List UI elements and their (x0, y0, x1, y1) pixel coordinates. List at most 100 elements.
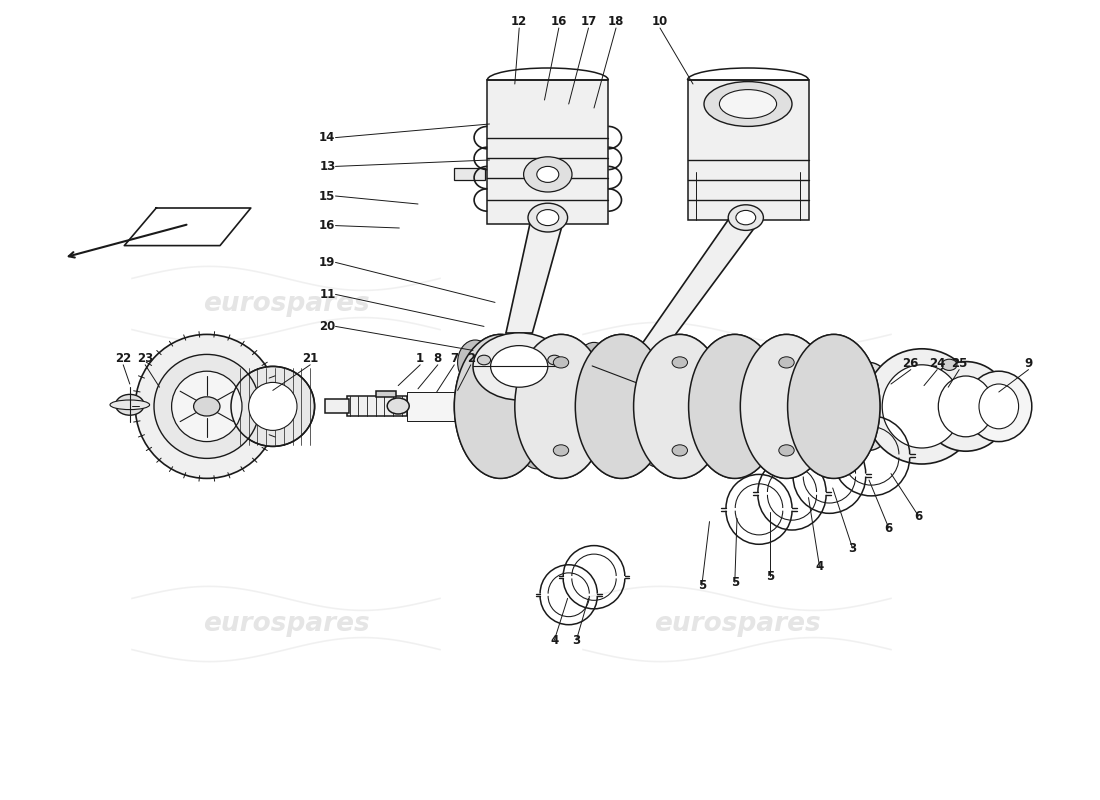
Text: eurospares: eurospares (653, 347, 821, 373)
Circle shape (116, 394, 144, 415)
Ellipse shape (882, 365, 961, 448)
Circle shape (528, 203, 568, 232)
Circle shape (587, 350, 671, 410)
Circle shape (736, 210, 756, 225)
Ellipse shape (110, 400, 150, 410)
Polygon shape (506, 218, 564, 333)
Ellipse shape (689, 334, 781, 478)
Ellipse shape (704, 82, 792, 126)
Text: 12: 12 (512, 15, 527, 28)
Text: 14: 14 (319, 131, 336, 144)
Circle shape (553, 357, 569, 368)
Circle shape (491, 346, 548, 387)
Ellipse shape (570, 368, 614, 445)
Ellipse shape (458, 340, 493, 385)
Text: 22: 22 (116, 352, 131, 365)
Ellipse shape (634, 334, 726, 478)
Text: 10: 10 (652, 15, 668, 28)
Ellipse shape (979, 384, 1019, 429)
Ellipse shape (154, 354, 260, 458)
Text: 19: 19 (319, 256, 336, 269)
Polygon shape (619, 213, 759, 384)
Text: 2: 2 (466, 352, 475, 365)
Circle shape (387, 398, 409, 414)
Ellipse shape (788, 334, 880, 478)
Ellipse shape (788, 368, 832, 445)
Ellipse shape (515, 334, 607, 478)
Text: 17: 17 (581, 15, 596, 28)
Bar (454, 168, 485, 180)
Ellipse shape (740, 334, 833, 478)
Text: eurospares: eurospares (202, 291, 370, 317)
Circle shape (779, 445, 794, 456)
Text: 26: 26 (903, 357, 918, 370)
Circle shape (548, 355, 561, 365)
Circle shape (473, 333, 565, 400)
Bar (407, 392, 869, 421)
Ellipse shape (922, 362, 1010, 451)
Ellipse shape (938, 376, 993, 437)
Circle shape (537, 210, 559, 226)
Text: 23: 23 (138, 352, 153, 365)
Text: 1: 1 (416, 352, 425, 365)
Bar (688, 80, 808, 220)
Bar (487, 80, 608, 224)
Circle shape (672, 357, 688, 368)
Text: 4: 4 (815, 560, 824, 573)
Bar (324, 399, 349, 413)
Ellipse shape (640, 422, 675, 467)
Ellipse shape (575, 334, 668, 478)
Ellipse shape (172, 371, 242, 442)
Text: 6: 6 (914, 510, 923, 522)
Text: 13: 13 (319, 160, 336, 173)
Ellipse shape (576, 342, 612, 387)
Text: 25: 25 (952, 357, 967, 370)
Text: 3: 3 (848, 542, 857, 554)
Text: 3: 3 (572, 634, 581, 646)
Ellipse shape (249, 382, 297, 430)
Ellipse shape (508, 368, 552, 445)
Circle shape (672, 445, 688, 456)
Text: 16: 16 (551, 15, 566, 28)
Text: 5: 5 (697, 579, 706, 592)
Ellipse shape (842, 362, 896, 450)
Circle shape (779, 357, 794, 368)
Polygon shape (124, 208, 251, 246)
Ellipse shape (519, 424, 554, 469)
Ellipse shape (575, 334, 668, 478)
Circle shape (553, 445, 569, 456)
Circle shape (728, 205, 763, 230)
Text: 7: 7 (450, 352, 459, 365)
Text: 4: 4 (550, 634, 559, 646)
Ellipse shape (788, 334, 880, 478)
Ellipse shape (719, 90, 777, 118)
Ellipse shape (628, 368, 672, 445)
Text: 8: 8 (433, 352, 442, 365)
Bar (346, 396, 407, 416)
Ellipse shape (231, 366, 315, 446)
Text: 16: 16 (319, 219, 336, 232)
Text: 20: 20 (319, 320, 336, 333)
Ellipse shape (685, 368, 729, 445)
Text: 15: 15 (319, 190, 336, 202)
Text: 9: 9 (1024, 357, 1033, 370)
Text: 24: 24 (930, 357, 945, 370)
Text: 5: 5 (766, 570, 774, 582)
Text: 11: 11 (319, 288, 336, 301)
Ellipse shape (135, 334, 278, 478)
Ellipse shape (515, 334, 607, 478)
Ellipse shape (865, 349, 979, 464)
Text: 21: 21 (302, 352, 318, 365)
Text: 6: 6 (884, 522, 893, 534)
Circle shape (537, 166, 559, 182)
Ellipse shape (634, 334, 726, 478)
Text: eurospares: eurospares (653, 611, 821, 637)
Ellipse shape (689, 334, 781, 478)
Ellipse shape (454, 334, 547, 478)
Bar (376, 391, 396, 397)
Circle shape (477, 355, 491, 365)
Circle shape (194, 397, 220, 416)
Circle shape (942, 359, 957, 370)
Text: 5: 5 (730, 576, 739, 589)
Ellipse shape (454, 334, 547, 478)
